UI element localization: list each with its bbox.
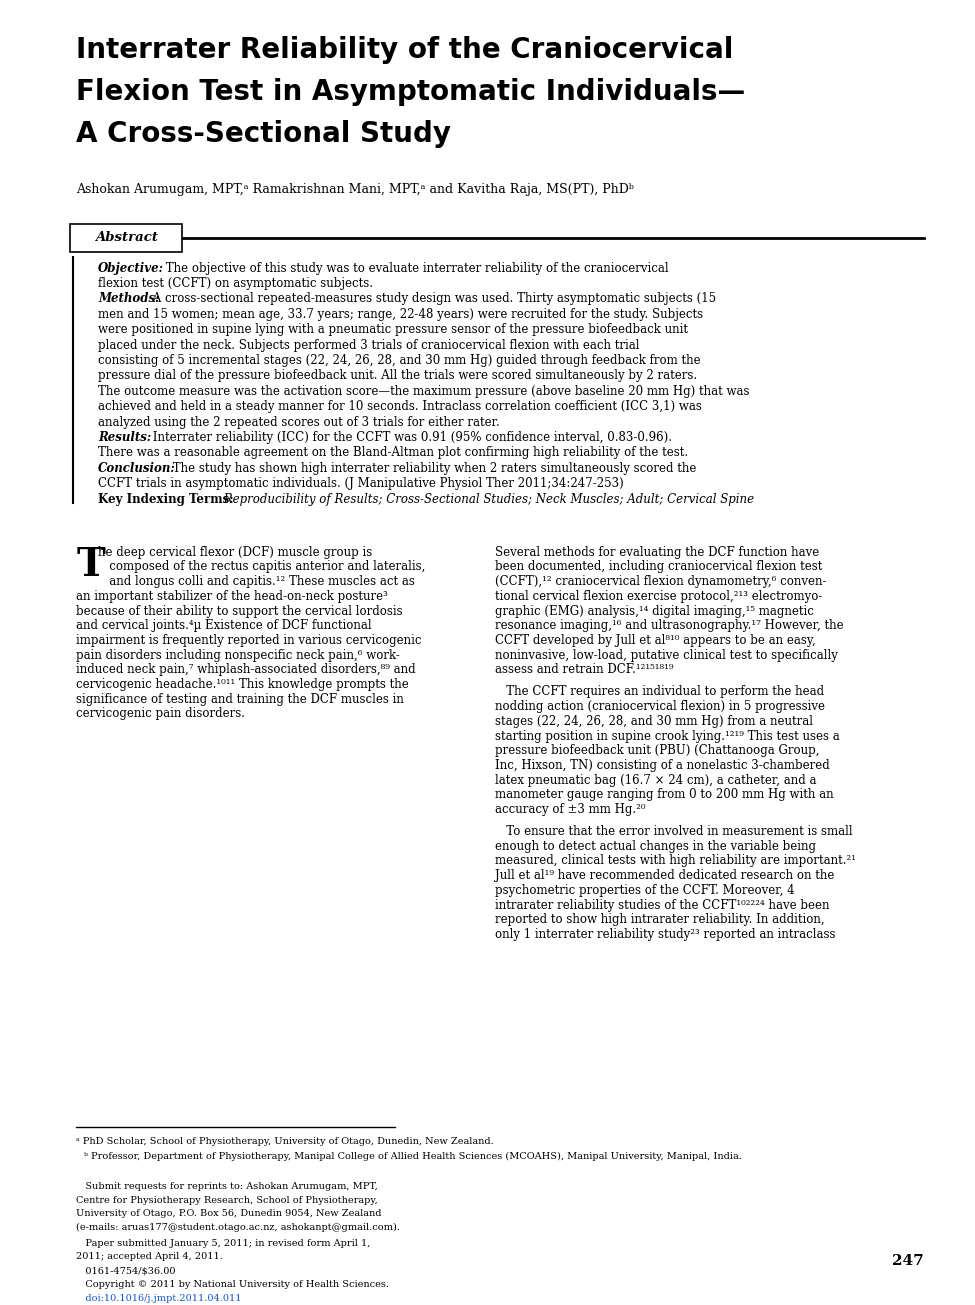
- Text: T: T: [76, 545, 105, 583]
- Text: been documented, including craniocervical flexion test: been documented, including craniocervica…: [495, 560, 822, 573]
- Text: Reproducibility of Results; Cross-Sectional Studies; Neck Muscles; Adult; Cervic: Reproducibility of Results; Cross-Sectio…: [219, 492, 754, 505]
- Text: were positioned in supine lying with a pneumatic pressure sensor of the pressure: were positioned in supine lying with a p…: [98, 324, 688, 337]
- Text: pressure dial of the pressure biofeedback unit. All the trials were scored simul: pressure dial of the pressure biofeedbac…: [98, 369, 697, 382]
- Text: Interrater reliability (ICC) for the CCFT was 0.91 (95% confidence interval, 0.8: Interrater reliability (ICC) for the CCF…: [149, 431, 673, 444]
- Text: an important stabilizer of the head-on-neck posture³: an important stabilizer of the head-on-n…: [76, 590, 388, 603]
- Text: Objective:: Objective:: [98, 261, 164, 274]
- Text: The CCFT requires an individual to perform the head: The CCFT requires an individual to perfo…: [495, 685, 824, 698]
- Text: Results:: Results:: [98, 431, 151, 444]
- Text: Key Indexing Terms:: Key Indexing Terms:: [98, 492, 234, 505]
- Text: ᵇ Professor, Department of Physiotherapy, Manipal College of Allied Health Scien: ᵇ Professor, Department of Physiotherapy…: [84, 1151, 742, 1160]
- Text: measured, clinical tests with high reliability are important.²¹: measured, clinical tests with high relia…: [495, 855, 856, 868]
- Text: 247: 247: [892, 1254, 923, 1268]
- Text: latex pneumatic bag (16.7 × 24 cm), a catheter, and a: latex pneumatic bag (16.7 × 24 cm), a ca…: [495, 774, 816, 787]
- Text: Several methods for evaluating the DCF function have: Several methods for evaluating the DCF f…: [495, 545, 819, 559]
- Text: The study has shown high interrater reliability when 2 raters simultaneously sco: The study has shown high interrater reli…: [169, 462, 696, 475]
- Text: Copyright © 2011 by National University of Health Sciences.: Copyright © 2011 by National University …: [76, 1280, 389, 1289]
- Text: and cervical joints.⁴µ Existence of DCF functional: and cervical joints.⁴µ Existence of DCF …: [76, 620, 371, 632]
- Text: reported to show high intrarater reliability. In addition,: reported to show high intrarater reliabi…: [495, 913, 825, 927]
- Text: and longus colli and capitis.¹² These muscles act as: and longus colli and capitis.¹² These mu…: [98, 576, 415, 589]
- Text: only 1 interrater reliability study²³ reported an intraclass: only 1 interrater reliability study²³ re…: [495, 928, 836, 941]
- Text: Conclusion:: Conclusion:: [98, 462, 176, 475]
- Text: Flexion Test in Asymptomatic Individuals—: Flexion Test in Asymptomatic Individuals…: [76, 78, 746, 106]
- Text: Methods:: Methods:: [98, 292, 160, 305]
- Text: significance of testing and training the DCF muscles in: significance of testing and training the…: [76, 693, 404, 706]
- Text: To ensure that the error involved in measurement is small: To ensure that the error involved in mea…: [495, 825, 852, 838]
- Text: because of their ability to support the cervical lordosis: because of their ability to support the …: [76, 604, 403, 617]
- Text: Centre for Physiotherapy Research, School of Physiotherapy,: Centre for Physiotherapy Research, Schoo…: [76, 1195, 378, 1205]
- Text: pain disorders including nonspecific neck pain,⁶ work-: pain disorders including nonspecific nec…: [76, 649, 400, 662]
- Text: 0161-4754/$36.00: 0161-4754/$36.00: [76, 1267, 176, 1276]
- Text: Paper submitted January 5, 2011; in revised form April 1,: Paper submitted January 5, 2011; in revi…: [76, 1238, 370, 1248]
- Text: Jull et al¹⁹ have recommended dedicated research on the: Jull et al¹⁹ have recommended dedicated …: [495, 869, 835, 882]
- Text: accuracy of ±3 mm Hg.²⁰: accuracy of ±3 mm Hg.²⁰: [495, 803, 645, 816]
- Text: manometer gauge ranging from 0 to 200 mm Hg with an: manometer gauge ranging from 0 to 200 mm…: [495, 788, 834, 801]
- Text: CCFT trials in asymptomatic individuals. (J Manipulative Physiol Ther 2011;34:24: CCFT trials in asymptomatic individuals.…: [98, 478, 624, 491]
- Text: (CCFT),¹² craniocervical flexion dynamometry,⁶ conven-: (CCFT),¹² craniocervical flexion dynamom…: [495, 576, 827, 589]
- Text: stages (22, 24, 26, 28, and 30 mm Hg) from a neutral: stages (22, 24, 26, 28, and 30 mm Hg) fr…: [495, 715, 813, 728]
- Text: flexion test (CCFT) on asymptomatic subjects.: flexion test (CCFT) on asymptomatic subj…: [98, 277, 373, 290]
- Text: Abstract: Abstract: [95, 231, 158, 244]
- Text: consisting of 5 incremental stages (22, 24, 26, 28, and 30 mm Hg) guided through: consisting of 5 incremental stages (22, …: [98, 354, 701, 367]
- Text: (e-mails: aruas177@student.otago.ac.nz, ashokanpt@gmail.com).: (e-mails: aruas177@student.otago.ac.nz, …: [76, 1223, 400, 1232]
- Text: assess and retrain DCF.¹²¹⁵¹⁸¹⁹: assess and retrain DCF.¹²¹⁵¹⁸¹⁹: [495, 663, 674, 676]
- Text: 2011; accepted April 4, 2011.: 2011; accepted April 4, 2011.: [76, 1251, 223, 1261]
- Text: psychometric properties of the CCFT. Moreover, 4: psychometric properties of the CCFT. Mor…: [495, 883, 795, 897]
- Text: CCFT developed by Jull et al⁸¹⁰ appears to be an easy,: CCFT developed by Jull et al⁸¹⁰ appears …: [495, 634, 816, 647]
- Text: University of Otago, P.O. Box 56, Dunedin 9054, New Zealand: University of Otago, P.O. Box 56, Dunedi…: [76, 1210, 381, 1219]
- Text: achieved and held in a steady manner for 10 seconds. Intraclass correlation coef: achieved and held in a steady manner for…: [98, 401, 702, 414]
- Text: impairment is frequently reported in various cervicogenic: impairment is frequently reported in var…: [76, 634, 421, 647]
- Text: men and 15 women; mean age, 33.7 years; range, 22-48 years) were recruited for t: men and 15 women; mean age, 33.7 years; …: [98, 308, 703, 321]
- Text: cervicogenic pain disorders.: cervicogenic pain disorders.: [76, 707, 245, 720]
- Text: tional cervical flexion exercise protocol,²¹³ electromyo-: tional cervical flexion exercise protoco…: [495, 590, 822, 603]
- Text: There was a reasonable agreement on the Bland-Altman plot confirming high reliab: There was a reasonable agreement on the …: [98, 446, 688, 459]
- Text: he deep cervical flexor (DCF) muscle group is: he deep cervical flexor (DCF) muscle gro…: [98, 545, 372, 559]
- Text: ᵃ PhD Scholar, School of Physiotherapy, University of Otago, Dunedin, New Zealan: ᵃ PhD Scholar, School of Physiotherapy, …: [76, 1137, 494, 1146]
- Text: intrarater reliability studies of the CCFT¹⁰²²²⁴ have been: intrarater reliability studies of the CC…: [495, 899, 830, 912]
- Text: enough to detect actual changes in the variable being: enough to detect actual changes in the v…: [495, 840, 816, 852]
- Text: Ashokan Arumugam, MPT,ᵃ Ramakrishnan Mani, MPT,ᵃ and Kavitha Raja, MS(PT), PhDᵇ: Ashokan Arumugam, MPT,ᵃ Ramakrishnan Man…: [76, 183, 634, 196]
- Text: induced neck pain,⁷ whiplash-associated disorders,⁸⁹ and: induced neck pain,⁷ whiplash-associated …: [76, 663, 415, 676]
- Text: Submit requests for reprints to: Ashokan Arumugam, MPT,: Submit requests for reprints to: Ashokan…: [76, 1182, 378, 1191]
- Text: placed under the neck. Subjects performed 3 trials of craniocervical flexion wit: placed under the neck. Subjects performe…: [98, 338, 640, 351]
- Text: Inc, Hixson, TN) consisting of a nonelastic 3-chambered: Inc, Hixson, TN) consisting of a nonelas…: [495, 760, 830, 773]
- Text: Interrater Reliability of the Craniocervical: Interrater Reliability of the Craniocerv…: [76, 37, 733, 64]
- Text: composed of the rectus capitis anterior and lateralis,: composed of the rectus capitis anterior …: [98, 560, 425, 573]
- Text: A Cross-Sectional Study: A Cross-Sectional Study: [76, 120, 451, 147]
- Text: A cross-sectional repeated-measures study design was used. Thirty asymptomatic s: A cross-sectional repeated-measures stud…: [149, 292, 717, 305]
- Text: analyzed using the 2 repeated scores out of 3 trials for either rater.: analyzed using the 2 repeated scores out…: [98, 415, 500, 428]
- Text: noninvasive, low-load, putative clinical test to specifically: noninvasive, low-load, putative clinical…: [495, 649, 838, 662]
- Text: pressure biofeedback unit (PBU) (Chattanooga Group,: pressure biofeedback unit (PBU) (Chattan…: [495, 744, 819, 757]
- Text: graphic (EMG) analysis,¹⁴ digital imaging,¹⁵ magnetic: graphic (EMG) analysis,¹⁴ digital imagin…: [495, 604, 814, 617]
- Text: resonance imaging,¹⁶ and ultrasonography.¹⁷ However, the: resonance imaging,¹⁶ and ultrasonography…: [495, 620, 843, 632]
- Text: doi:10.1016/j.jmpt.2011.04.011: doi:10.1016/j.jmpt.2011.04.011: [76, 1293, 242, 1302]
- FancyBboxPatch shape: [70, 224, 182, 252]
- Text: cervicogenic headache.¹⁰¹¹ This knowledge prompts the: cervicogenic headache.¹⁰¹¹ This knowledg…: [76, 679, 409, 692]
- Text: The objective of this study was to evaluate interrater reliability of the cranio: The objective of this study was to evalu…: [162, 261, 669, 274]
- Text: The outcome measure was the activation score—the maximum pressure (above baselin: The outcome measure was the activation s…: [98, 385, 750, 398]
- Text: nodding action (craniocervical flexion) in 5 progressive: nodding action (craniocervical flexion) …: [495, 699, 825, 713]
- Text: starting position in supine crook lying.¹²¹⁹ This test uses a: starting position in supine crook lying.…: [495, 729, 839, 743]
